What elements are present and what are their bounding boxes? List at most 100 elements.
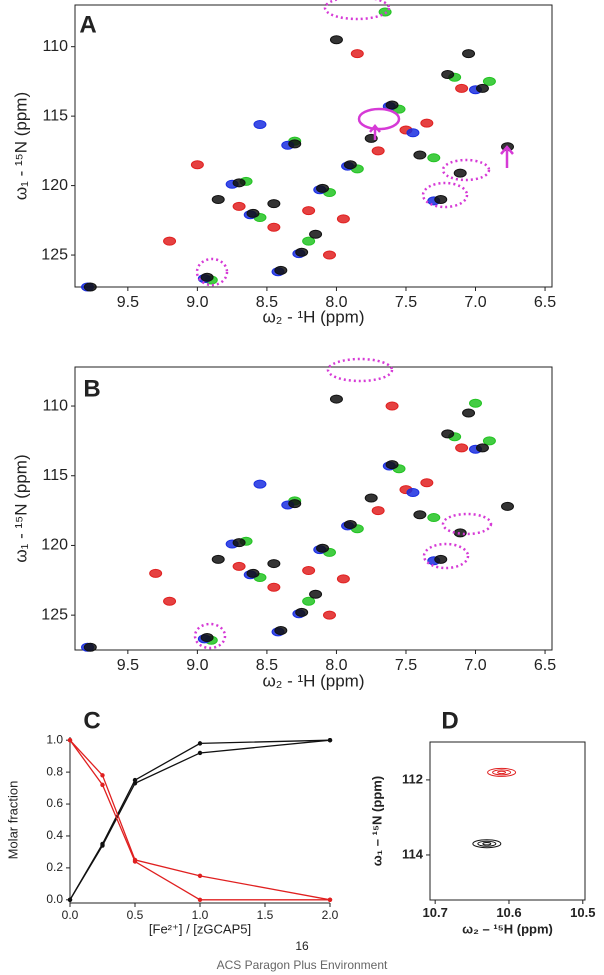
x-axis-label: ω₂ – ¹⁵H (ppm) [462, 921, 553, 936]
x-tick-label: 7.0 [464, 294, 486, 311]
x-axis-label: ω₂ - ¹H (ppm) [262, 671, 364, 690]
peak [427, 153, 441, 163]
highlight [441, 158, 491, 182]
peak [406, 128, 420, 138]
y-tick-label: 0.4 [46, 828, 63, 842]
x-tick-label: 9.0 [186, 657, 208, 674]
peak [475, 83, 489, 93]
peak [322, 250, 336, 260]
peak [434, 554, 448, 564]
x-tick-label: 9.5 [117, 294, 139, 311]
panel-label: D [441, 707, 458, 734]
contour-ring [497, 770, 507, 775]
y-axis-label: Molar fraction [5, 781, 20, 860]
x-axis-label: [Fe²⁺] / [zGCAP5] [149, 921, 251, 936]
marker [327, 897, 333, 903]
peak [475, 443, 489, 453]
footer-text: ACS Paragon Plus Environment [217, 958, 388, 972]
y-tick-label: 114 [402, 846, 424, 861]
peak [253, 479, 267, 489]
panel-label: C [83, 707, 100, 734]
peak [413, 510, 427, 520]
peak [267, 582, 281, 592]
x-tick-label: 10.6 [496, 905, 521, 920]
peak [246, 568, 260, 578]
x-tick-label: 7.5 [395, 294, 417, 311]
peak [83, 282, 97, 292]
peak [267, 559, 281, 569]
peak [413, 150, 427, 160]
marker [197, 873, 203, 879]
y-tick-label: 112 [402, 771, 423, 786]
peak [83, 642, 97, 652]
x-tick-label: 1.0 [192, 908, 209, 922]
peak [267, 222, 281, 232]
x-tick-label: 0.0 [62, 908, 79, 922]
peak [482, 436, 496, 446]
arrow [369, 124, 381, 140]
peak [322, 610, 336, 620]
y-tick-label: 0.8 [46, 764, 63, 778]
x-tick-label: 8.5 [256, 657, 278, 674]
peak [316, 543, 330, 553]
marker [67, 897, 73, 903]
marker [100, 782, 105, 788]
y-tick-label: 120 [41, 537, 68, 554]
peak [336, 214, 350, 224]
x-tick-label: 9.5 [117, 657, 139, 674]
highlight [422, 542, 470, 570]
peak [253, 119, 267, 129]
x-tick-label: 2.0 [322, 908, 339, 922]
peak [329, 394, 343, 404]
contour-ring [477, 840, 497, 847]
peak [343, 520, 357, 530]
peak [482, 76, 496, 86]
x-tick-label: 8.0 [325, 657, 347, 674]
peak [149, 568, 163, 578]
peak [462, 408, 476, 418]
highlight [195, 257, 229, 287]
peak [371, 146, 385, 156]
peak [500, 501, 514, 511]
panel: 10.7 10.6 10.5 112 114 ω₂ – ¹⁵H (ppm) ω₁ – ¹⁵N… [369, 707, 595, 936]
y-tick-label: 0.0 [46, 892, 63, 906]
x-tick-label: 10.5 [570, 905, 595, 920]
peak [163, 236, 177, 246]
peak [453, 168, 467, 178]
peak [274, 625, 288, 635]
x-tick-label: 0.5 [127, 908, 144, 922]
peak [343, 160, 357, 170]
peak [295, 607, 309, 617]
arrow [500, 145, 514, 168]
marker [100, 773, 105, 778]
x-tick-label: 10.7 [423, 905, 448, 920]
contour [472, 839, 502, 849]
marker [132, 781, 138, 786]
peak [455, 443, 469, 453]
peak [427, 513, 441, 523]
y-tick-label: 0.2 [46, 860, 63, 874]
x-tick-label: 7.5 [395, 657, 417, 674]
peak [316, 183, 330, 193]
marker [197, 897, 203, 903]
peak [302, 206, 316, 216]
panel-label: A [79, 11, 96, 38]
peak [232, 561, 246, 571]
peak [288, 499, 302, 509]
peak [385, 460, 399, 470]
peak [406, 487, 420, 497]
peak [364, 493, 378, 503]
peak [232, 538, 246, 548]
contour-ring [482, 842, 492, 846]
peak [309, 589, 323, 599]
y-tick-label: 125 [41, 246, 68, 263]
panel-label: B [83, 375, 100, 402]
peak [232, 201, 246, 211]
highlight [193, 622, 227, 650]
y-axis-label: ω₁ – ¹⁵N (ppm) [369, 776, 384, 866]
peak [350, 49, 364, 59]
y-tick-label: 1.0 [46, 732, 63, 746]
highlight [441, 512, 493, 536]
peak [211, 194, 225, 204]
